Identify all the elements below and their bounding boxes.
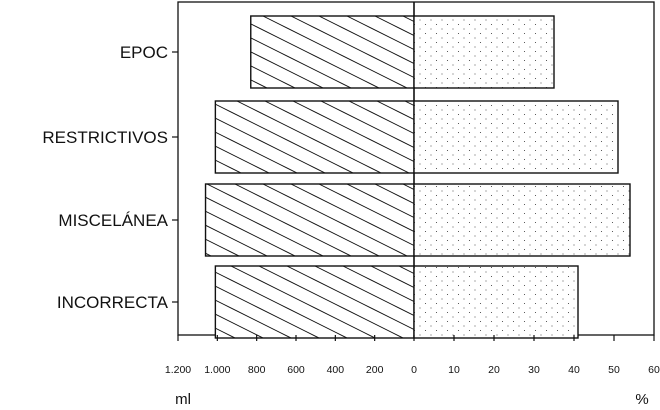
- x-axis-ticks: [177, 335, 655, 341]
- x-tick-label-percent: 40: [568, 364, 580, 376]
- left-unit-label: ml: [175, 391, 191, 408]
- x-tick-label-ml: 400: [327, 364, 345, 376]
- ml-bars: [204, 15, 415, 339]
- x-tick-label-percent: 50: [608, 364, 620, 376]
- category-label-incorrecta: INCORRECTA: [57, 293, 169, 312]
- x-tick-label-percent: 20: [488, 364, 500, 376]
- category-labels: EPOC RESTRICTIVOS MISCELÁNEA INCORRECTA: [42, 43, 168, 312]
- x-tick-label-percent: 60: [648, 364, 660, 376]
- x-tick-label-percent: 0: [411, 364, 417, 376]
- right-unit-label: %: [635, 391, 648, 408]
- category-label-epoc: EPOC: [120, 43, 168, 62]
- x-tick-label-percent: 30: [528, 364, 540, 376]
- bar-ml-epoc: [250, 15, 415, 89]
- x-tick-label-ml: 800: [248, 364, 266, 376]
- category-ticks: [172, 51, 178, 303]
- bar-percent-restrictivos: [413, 100, 619, 174]
- x-tick-label-ml: 600: [287, 364, 305, 376]
- x-axis-tick-labels: 1.200 1.000 800 600 400 200 0 10 20 30 40 50 60: [165, 364, 660, 376]
- bar-ml-incorrecta: [214, 265, 415, 339]
- category-label-miscelanea: MISCELÁNEA: [58, 211, 168, 230]
- x-tick-label-ml: 1.200: [165, 364, 191, 376]
- bar-ml-restrictivos: [214, 100, 415, 174]
- bar-percent-miscelanea: [413, 183, 631, 257]
- x-tick-label-ml: 1.000: [204, 364, 230, 376]
- bar-percent-incorrecta: [413, 265, 579, 339]
- bar-ml-miscelanea: [204, 183, 415, 257]
- x-tick-label-percent: 10: [448, 364, 460, 376]
- category-label-restrictivos: RESTRICTIVOS: [42, 128, 168, 147]
- x-tick-label-ml: 200: [366, 364, 384, 376]
- bar-percent-epoc: [413, 15, 555, 89]
- percent-bars: [413, 15, 631, 339]
